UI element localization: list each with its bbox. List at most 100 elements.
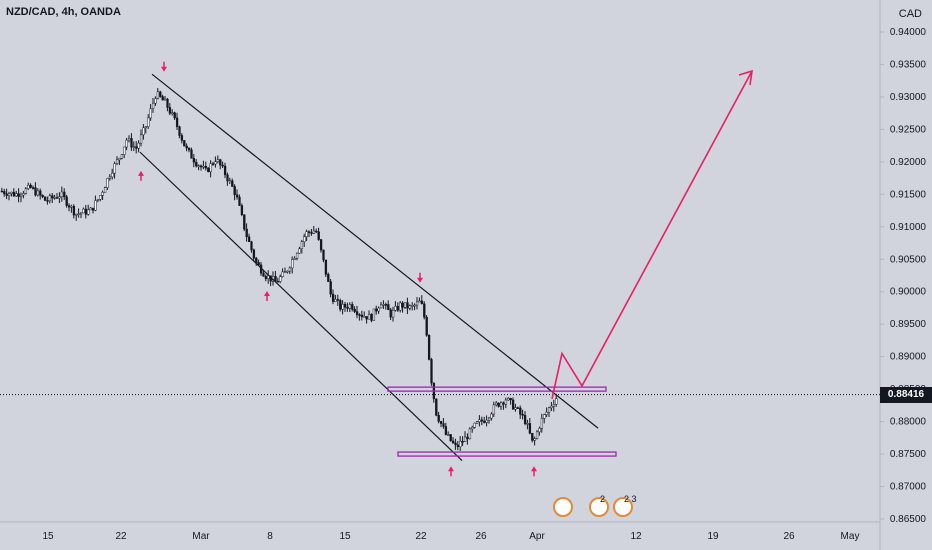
candle-body (528, 423, 532, 434)
candle-body (291, 259, 294, 269)
candle-body (487, 417, 491, 421)
candle-body (108, 176, 112, 179)
support-zone (397, 451, 617, 457)
candle-body (103, 187, 107, 193)
candle-body (19, 194, 23, 197)
candle-body (65, 196, 68, 206)
candle-body (353, 309, 356, 312)
candle-body (10, 191, 13, 194)
candle-body (473, 422, 476, 428)
y-tick-label: 0.91500 (890, 189, 927, 200)
candle-body (399, 302, 402, 311)
candle-body (216, 159, 220, 163)
candle-body (408, 305, 412, 309)
candle-body (552, 404, 556, 407)
candle-body (34, 187, 37, 196)
y-tick-label: 0.94000 (890, 27, 927, 38)
candle-body (171, 112, 174, 114)
y-tick-label: 0.86500 (890, 514, 927, 525)
event-icon-nz[interactable] (553, 497, 573, 517)
candle-body (63, 191, 66, 198)
candle-body (27, 184, 30, 189)
x-tick-label: 12 (630, 531, 642, 542)
candle-body (161, 96, 164, 101)
candle-body (538, 428, 541, 433)
candle-body (12, 191, 16, 197)
candle-body (22, 193, 25, 196)
candle-body (295, 252, 299, 259)
candle-body (363, 316, 366, 318)
candle-body (151, 102, 155, 109)
candle-body (247, 236, 251, 243)
y-tick-label: 0.92500 (890, 124, 927, 135)
candle-body (319, 239, 323, 251)
candle-body (238, 196, 241, 206)
candle-body (36, 190, 40, 196)
candle-body (226, 174, 229, 182)
candle-body (358, 314, 361, 316)
candle-body (223, 165, 227, 176)
candle-body (324, 259, 328, 275)
candle-body (214, 161, 217, 165)
candle-body (99, 195, 102, 200)
candle-body (555, 398, 558, 405)
candle-body (514, 407, 517, 410)
candle-body (375, 308, 378, 312)
candle-body (425, 316, 428, 336)
event-icon-ca[interactable] (589, 497, 609, 517)
event-count-nz: 2 3 (624, 494, 637, 504)
x-tick-label: 8 (267, 531, 273, 542)
candle-body (391, 310, 395, 318)
x-tick-label: 15 (42, 531, 54, 542)
candle-body (17, 193, 20, 197)
candle-body (415, 301, 419, 306)
candle-body (463, 436, 467, 443)
candle-body (447, 434, 450, 436)
x-tick-label: Apr (529, 531, 545, 542)
candle-body (91, 207, 95, 211)
candle-body (163, 98, 167, 101)
projection-arrow-head (738, 69, 753, 86)
x-tick-label: 19 (707, 531, 719, 542)
candle-body (84, 208, 88, 215)
y-tick-label: 0.93500 (890, 59, 927, 70)
x-tick-label: 26 (783, 531, 795, 542)
candle-body (43, 196, 47, 201)
candle-body (497, 402, 500, 407)
candle-body (413, 304, 416, 307)
candle-body (435, 398, 438, 416)
candle-body (240, 205, 244, 215)
candle-body (96, 198, 100, 201)
candle-body (504, 399, 508, 405)
candle-body (101, 192, 104, 196)
candle-body (231, 180, 234, 187)
candle-body (367, 313, 371, 320)
candle-body (115, 159, 119, 164)
candle-body (351, 304, 354, 310)
candle-body (382, 304, 385, 306)
candle-body (39, 190, 42, 196)
x-tick-label: 22 (115, 531, 127, 542)
candle-body (130, 138, 133, 148)
candle-body (327, 274, 330, 282)
candle-body (454, 442, 457, 446)
y-tick-label: 0.89500 (890, 319, 927, 330)
candle-body (341, 303, 344, 310)
event-icon-nz-2[interactable] (613, 497, 633, 517)
candle-body (75, 213, 78, 216)
candle-body (403, 302, 407, 308)
candle-body (139, 134, 143, 144)
candle-body (312, 230, 316, 234)
candle-body (396, 306, 400, 311)
candle-body (519, 407, 522, 415)
candle-body (480, 419, 484, 422)
candle-body (113, 163, 116, 174)
candle-body (293, 258, 296, 260)
candle-body (250, 241, 253, 251)
candle-body (120, 154, 124, 159)
candle-body (125, 139, 128, 148)
candle-body (310, 232, 313, 234)
candle-body (118, 158, 121, 161)
